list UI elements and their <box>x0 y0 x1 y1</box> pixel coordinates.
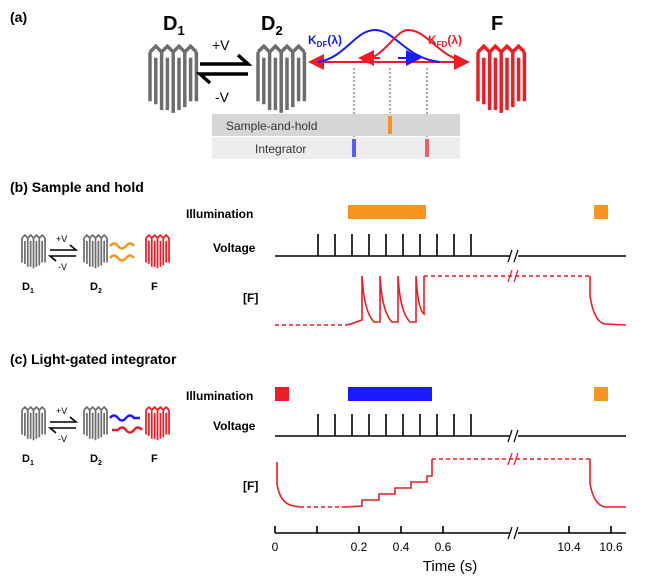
sample-and-hold-row <box>212 114 460 136</box>
voltage-trace-c <box>275 414 626 437</box>
red-wave-icon <box>112 426 143 434</box>
small-equilibrium-arrows-icon <box>47 244 79 262</box>
tick-0-6: 0.6 <box>435 540 452 554</box>
illumination-bar-orange-b-late <box>594 205 608 219</box>
spectra-diagram <box>308 28 470 70</box>
tick-0: 0 <box>272 540 279 554</box>
tick-10-6: 10.6 <box>599 540 623 554</box>
voltage-trace-b <box>275 234 626 257</box>
scheme-c-minus-v: -V <box>58 434 67 444</box>
small-protein-d1-icon-c <box>21 406 46 442</box>
kdf-label: KDF(λ) <box>308 33 342 49</box>
minus-v-label: -V <box>215 89 230 105</box>
scheme-c-f: F <box>151 453 158 465</box>
small-protein-d2-icon <box>83 234 108 270</box>
state-f-label: F <box>491 13 503 35</box>
f-trace-b <box>275 275 627 326</box>
illumination-bar-orange-c <box>594 387 608 401</box>
tick-0-4: 0.4 <box>393 540 410 554</box>
integrator-red-mark <box>425 139 429 157</box>
axis-break-icon <box>507 249 519 263</box>
kfd-spectrum-curve <box>359 28 469 63</box>
plus-v-label: +V <box>212 37 230 53</box>
illumination-label-b: Illumination <box>186 207 253 221</box>
tick-0-2: 0.2 <box>351 540 368 554</box>
small-protein-d1-icon <box>21 234 46 270</box>
panel-b-scheme <box>21 234 170 270</box>
integrator-blue-mark <box>352 139 356 157</box>
scheme-c-d2: D2 <box>90 453 102 467</box>
integrator-label: Integrator <box>255 142 306 156</box>
small-protein-d2-icon-c <box>83 406 108 442</box>
scheme-c-plus-v: +V <box>56 406 67 416</box>
state-d1-label: D1 <box>163 13 185 38</box>
protein-f-icon <box>476 44 527 115</box>
sample-and-hold-label: Sample-and-hold <box>226 119 317 133</box>
time-axis-label: Time (s) <box>423 558 477 575</box>
scheme-b-f: F <box>151 281 158 293</box>
tick-10-4: 10.4 <box>557 540 581 554</box>
panel-c-label: (c) Light-gated integrator <box>10 351 177 367</box>
axis-break-icon-f-c <box>507 452 519 466</box>
blue-wave-icon <box>109 414 140 422</box>
voltage-label-c: Voltage <box>213 419 256 433</box>
time-axis <box>274 526 626 540</box>
panel-b-label: (b) Sample and hold <box>10 179 144 195</box>
orange-wave-icon <box>109 242 135 262</box>
scheme-b-d2: D2 <box>90 281 102 295</box>
f-label-c: [F] <box>243 479 258 493</box>
illumination-bar-orange-b <box>348 205 426 219</box>
equilibrium-arrows-icon <box>195 53 253 85</box>
small-protein-f-icon <box>145 234 170 270</box>
illumination-label-c: Illumination <box>186 389 253 403</box>
sample-hold-wavelength-mark <box>388 116 392 134</box>
state-d2-label: D2 <box>261 13 283 38</box>
kfd-label: KFD(λ) <box>428 33 462 49</box>
small-protein-f-icon-c <box>145 406 170 442</box>
panel-a-label: (a) <box>10 9 27 25</box>
protein-d2-icon <box>256 44 307 115</box>
f-label-b: [F] <box>243 291 258 305</box>
illumination-bar-red-c <box>275 387 289 401</box>
panel-c-scheme <box>21 406 170 442</box>
voltage-label-b: Voltage <box>213 241 256 255</box>
small-equilibrium-arrows-icon-c <box>47 416 79 434</box>
f-trace-c <box>276 458 626 508</box>
protein-d1-icon <box>148 44 199 115</box>
scheme-b-plus-v: +V <box>56 234 67 244</box>
scheme-b-minus-v: -V <box>58 262 67 272</box>
scheme-b-d1: D1 <box>22 281 34 295</box>
scheme-c-d1: D1 <box>22 453 34 467</box>
axis-break-icon-c <box>507 429 519 443</box>
axis-break-icon-f-b <box>507 269 519 283</box>
illumination-bar-blue-c <box>348 387 432 401</box>
integrator-row <box>212 137 460 159</box>
